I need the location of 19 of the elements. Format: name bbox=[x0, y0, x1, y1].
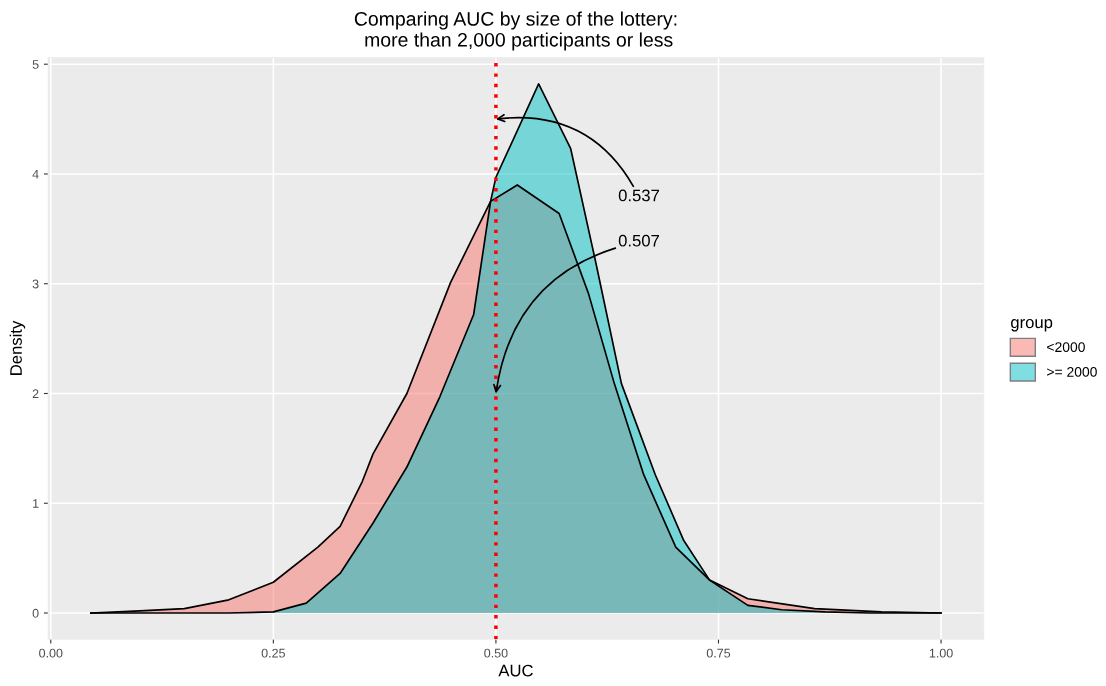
x-tick-label: 0.75 bbox=[706, 648, 731, 658]
y-tick-label: 0 bbox=[32, 608, 39, 618]
chart-title: Comparing AUC by size of the lottery: more than 2,000 participants or less bbox=[354, 11, 677, 51]
y-tick-label: 2 bbox=[32, 389, 39, 399]
legend-label: >= 2000 bbox=[1047, 366, 1097, 377]
legend-label: <2000 bbox=[1047, 342, 1085, 353]
y-tick-label: 3 bbox=[32, 279, 39, 289]
annotation: 0.507 bbox=[618, 234, 660, 247]
x-tick-label: 1.00 bbox=[929, 648, 953, 658]
legend-title: group bbox=[1011, 319, 1053, 332]
x-tick-label: 0.25 bbox=[261, 648, 285, 658]
x-tick-label: 0.50 bbox=[484, 648, 508, 658]
y-tick-label: 5 bbox=[32, 60, 39, 69]
x-tick-label: 0.00 bbox=[39, 648, 63, 658]
y-axis-title: Density bbox=[9, 320, 26, 375]
y-tick-label: 4 bbox=[32, 169, 39, 179]
y-tick-label: 1 bbox=[33, 499, 39, 508]
x-axis-title: AUC bbox=[498, 664, 533, 677]
annotation: 0.537 bbox=[618, 189, 660, 202]
